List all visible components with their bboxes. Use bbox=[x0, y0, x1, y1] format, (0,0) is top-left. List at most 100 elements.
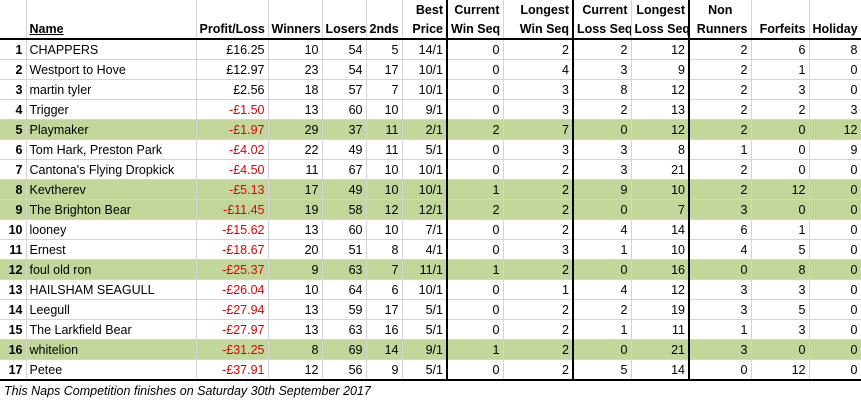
longest-win-seq-cell: 3 bbox=[503, 139, 574, 160]
seconds-cell: 10 bbox=[366, 159, 403, 180]
non-runners-cell: 3 bbox=[689, 199, 752, 220]
best-price-header: Price bbox=[402, 19, 448, 40]
row-number: 6 bbox=[0, 139, 27, 160]
longest-loss-seq-cell: 12 bbox=[631, 119, 690, 140]
table-row: 11 Ernest -£18.67 20 51 8 4/1 0 3 1 10 4 5 0 bbox=[0, 239, 861, 260]
name-header: Name bbox=[26, 19, 197, 40]
current-win-seq-cell: 0 bbox=[447, 299, 504, 320]
table-row: 10 looney -£15.62 13 60 10 7/1 0 2 4 14 6 1 0 bbox=[0, 219, 861, 240]
non-runners-cell: 2 bbox=[689, 79, 752, 100]
table-row: 1 CHAPPERS £16.25 10 54 5 14/1 0 2 2 12 2 6 8 bbox=[0, 39, 861, 60]
current-loss-seq-cell: 8 bbox=[573, 79, 632, 100]
profit-loss-cell: £16.25 bbox=[196, 39, 269, 60]
winners-cell: 19 bbox=[268, 199, 323, 220]
losers-cell: 63 bbox=[322, 319, 367, 340]
current-loss-seq-cell: 0 bbox=[573, 339, 632, 360]
longest-win-seq-cell: 3 bbox=[503, 239, 574, 260]
forfeits-cell: 5 bbox=[751, 239, 810, 260]
longest-loss-seq-cell: 10 bbox=[631, 179, 690, 200]
longest-loss-seq-cell: 14 bbox=[631, 359, 690, 381]
current-loss-seq-cell: 2 bbox=[573, 39, 632, 60]
winners-cell: 8 bbox=[268, 339, 323, 360]
current-win-seq-cell: 1 bbox=[447, 339, 504, 360]
player-name: Kevtherev bbox=[26, 179, 197, 200]
winners-cell: 9 bbox=[268, 259, 323, 280]
current-loss-seq-cell: 0 bbox=[573, 259, 632, 280]
longest-win-seq-header: Win Seq bbox=[503, 19, 574, 40]
forfeits-cell: 2 bbox=[751, 99, 810, 120]
best-price-cell: 10/1 bbox=[402, 159, 448, 180]
profit-loss-header: Profit/Loss bbox=[196, 19, 269, 40]
current-win-seq-cell: 0 bbox=[447, 79, 504, 100]
table-row: 2 Westport to Hove £12.97 23 54 17 10/1 0 4 3 9 2 1 0 bbox=[0, 59, 861, 80]
seconds-cell: 17 bbox=[366, 299, 403, 320]
losers-cell: 37 bbox=[322, 119, 367, 140]
player-name: martin tyler bbox=[26, 79, 197, 100]
winners-cell: 10 bbox=[268, 279, 323, 300]
profit-loss-cell: £2.56 bbox=[196, 79, 269, 100]
longest-loss-seq-cell: 14 bbox=[631, 219, 690, 240]
table-row: 7 Cantona's Flying Dropkick -£4.50 11 67 10 10… bbox=[0, 159, 861, 180]
longest-win-header-top: Longest bbox=[503, 0, 574, 19]
winners-cell: 11 bbox=[268, 159, 323, 180]
losers-cell: 69 bbox=[322, 339, 367, 360]
best-price-cell: 5/1 bbox=[402, 299, 448, 320]
table-row: 5 Playmaker -£1.97 29 37 11 2/1 2 7 0 12 2 0 12 bbox=[0, 119, 861, 140]
current-loss-seq-cell: 4 bbox=[573, 219, 632, 240]
player-name: HAILSHAM SEAGULL bbox=[26, 279, 197, 300]
row-number: 11 bbox=[0, 239, 27, 260]
best-price-cell: 11/1 bbox=[402, 259, 448, 280]
player-name: looney bbox=[26, 219, 197, 240]
losers-cell: 58 bbox=[322, 199, 367, 220]
table-row: 12 foul old ron -£25.37 9 63 7 11/1 1 2 0 16 0 8 0 bbox=[0, 259, 861, 280]
player-name: Petee bbox=[26, 359, 197, 381]
non-runners-cell: 3 bbox=[689, 299, 752, 320]
seconds-cell: 10 bbox=[366, 219, 403, 240]
non-runners-cell: 1 bbox=[689, 319, 752, 340]
current-win-seq-cell: 0 bbox=[447, 159, 504, 180]
holiday-cell: 0 bbox=[809, 279, 861, 300]
header-row-top: Best Current Longest Current Longest Non bbox=[0, 0, 861, 19]
profit-loss-cell: -£26.04 bbox=[196, 279, 269, 300]
profit-loss-cell: -£5.13 bbox=[196, 179, 269, 200]
current-win-seq-cell: 0 bbox=[447, 59, 504, 80]
table-row: 8 Kevtherev -£5.13 17 49 10 10/1 1 2 9 10 2 12 0 bbox=[0, 179, 861, 200]
non-runners-cell: 3 bbox=[689, 339, 752, 360]
seconds-cell: 8 bbox=[366, 239, 403, 260]
losers-cell: 49 bbox=[322, 179, 367, 200]
losers-cell: 67 bbox=[322, 159, 367, 180]
current-win-seq-cell: 0 bbox=[447, 239, 504, 260]
player-name: foul old ron bbox=[26, 259, 197, 280]
player-name: whitelion bbox=[26, 339, 197, 360]
row-number: 13 bbox=[0, 279, 27, 300]
best-price-cell: 2/1 bbox=[402, 119, 448, 140]
longest-loss-seq-cell: 12 bbox=[631, 39, 690, 60]
row-number: 12 bbox=[0, 259, 27, 280]
seconds-header: 2nds bbox=[366, 19, 403, 40]
player-name: The Larkfield Bear bbox=[26, 319, 197, 340]
longest-loss-header-top: Longest bbox=[631, 0, 690, 19]
holiday-cell: 12 bbox=[809, 119, 861, 140]
holiday-cell: 0 bbox=[809, 59, 861, 80]
seconds-cell: 10 bbox=[366, 179, 403, 200]
winners-cell: 13 bbox=[268, 319, 323, 340]
current-loss-seq-cell: 0 bbox=[573, 119, 632, 140]
longest-win-seq-cell: 2 bbox=[503, 179, 574, 200]
longest-win-seq-cell: 2 bbox=[503, 299, 574, 320]
longest-win-seq-cell: 2 bbox=[503, 319, 574, 340]
holiday-cell: 0 bbox=[809, 199, 861, 220]
losers-cell: 54 bbox=[322, 59, 367, 80]
longest-loss-seq-header: Loss Seq bbox=[631, 19, 690, 40]
longest-loss-seq-cell: 13 bbox=[631, 99, 690, 120]
holiday-cell: 0 bbox=[809, 79, 861, 100]
row-number: 4 bbox=[0, 99, 27, 120]
losers-cell: 57 bbox=[322, 79, 367, 100]
longest-loss-seq-cell: 12 bbox=[631, 279, 690, 300]
longest-win-seq-cell: 3 bbox=[503, 79, 574, 100]
table-row: 9 The Brighton Bear -£11.45 19 58 12 12/1 2 2 0 7 3… bbox=[0, 199, 861, 220]
profit-loss-cell: -£1.97 bbox=[196, 119, 269, 140]
profit-loss-cell: £12.97 bbox=[196, 59, 269, 80]
best-price-cell: 10/1 bbox=[402, 279, 448, 300]
table-row: 3 martin tyler £2.56 18 57 7 10/1 0 3 8 12 2 3 0 bbox=[0, 79, 861, 100]
row-number: 1 bbox=[0, 39, 27, 60]
